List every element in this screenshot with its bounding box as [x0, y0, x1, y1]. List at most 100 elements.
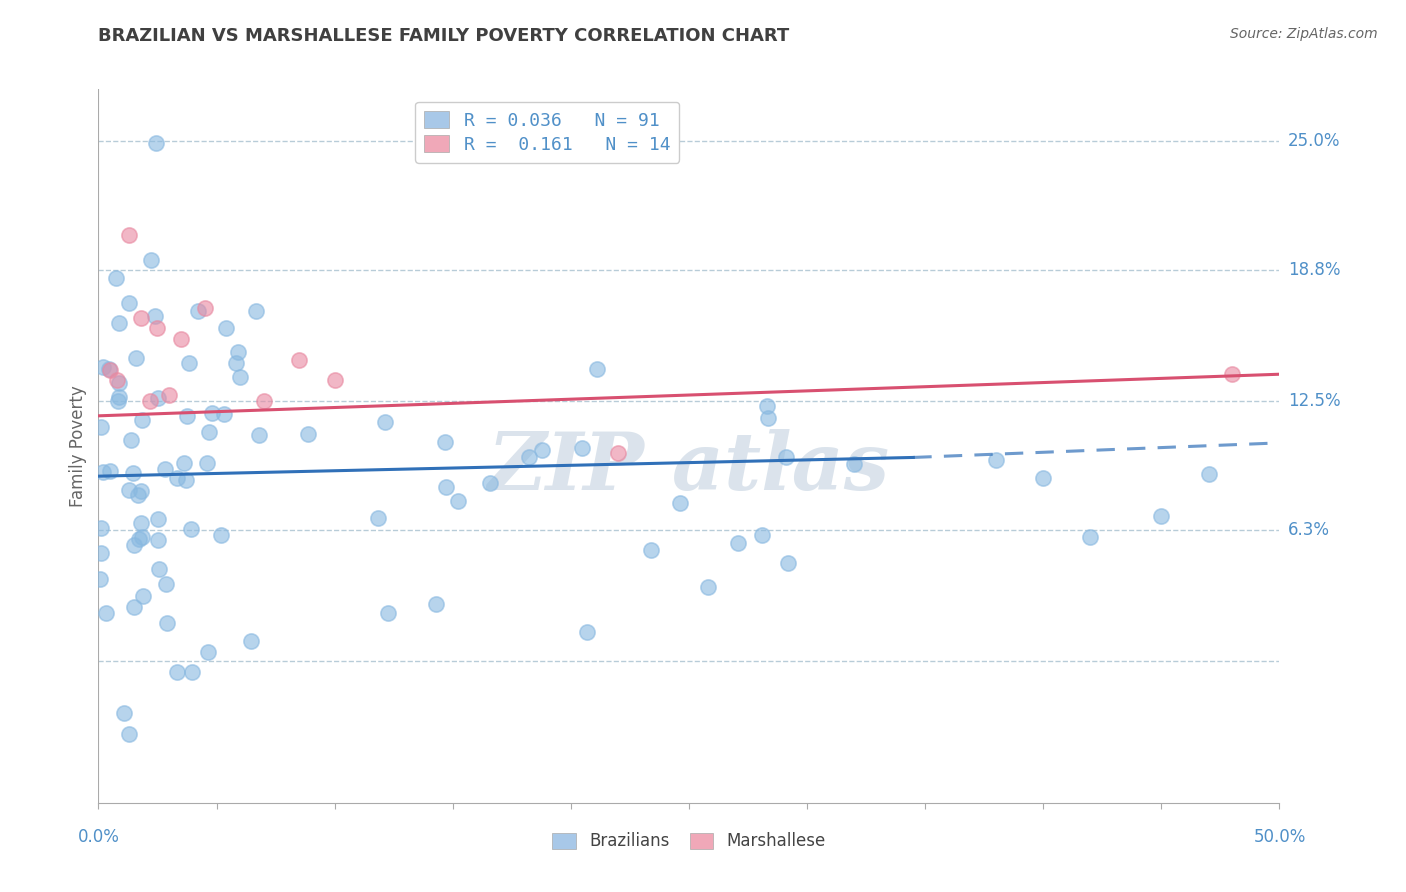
Point: [174, 473, 197, 487]
Point: [425, 598, 447, 612]
Point: [129, 516, 152, 531]
Point: [108, 390, 131, 404]
Point: [166, 471, 188, 485]
Point: [984, 452, 1007, 467]
Text: ZIP atlas: ZIP atlas: [488, 429, 890, 506]
Point: [200, 406, 222, 420]
Point: [530, 442, 553, 457]
Point: [107, 393, 129, 408]
Point: [1080, 529, 1102, 543]
Point: [148, 562, 170, 576]
Point: [756, 399, 779, 413]
Point: [1198, 467, 1220, 481]
Point: [118, 727, 141, 741]
Point: [433, 434, 456, 449]
Point: [131, 530, 153, 544]
Point: [215, 320, 238, 334]
Text: Source: ZipAtlas.com: Source: ZipAtlas.com: [1230, 27, 1378, 41]
Point: [98, 464, 121, 478]
Point: [108, 376, 131, 390]
Point: [447, 493, 470, 508]
Point: [166, 665, 188, 679]
Point: [1032, 471, 1054, 485]
Point: [776, 557, 799, 571]
Point: [155, 577, 177, 591]
Point: [517, 450, 540, 464]
Text: 12.5%: 12.5%: [1288, 392, 1340, 410]
Text: 25.0%: 25.0%: [1288, 132, 1340, 150]
Point: [367, 511, 389, 525]
Point: [1220, 368, 1243, 382]
Point: [434, 480, 457, 494]
Point: [122, 467, 145, 481]
Point: [607, 446, 630, 460]
Point: [696, 580, 718, 594]
Point: [669, 495, 692, 509]
Point: [195, 456, 218, 470]
Point: [1150, 508, 1173, 523]
Point: [194, 301, 217, 315]
Point: [571, 441, 593, 455]
Text: 0.0%: 0.0%: [77, 828, 120, 846]
Point: [297, 427, 319, 442]
Point: [253, 394, 276, 409]
Point: [209, 528, 232, 542]
Point: [129, 484, 152, 499]
Point: [146, 533, 169, 548]
Point: [756, 411, 779, 425]
Point: [775, 450, 797, 465]
Point: [125, 351, 148, 366]
Point: [181, 665, 204, 680]
Point: [117, 483, 139, 497]
Point: [98, 363, 121, 377]
Point: [132, 589, 155, 603]
Point: [93, 465, 115, 479]
Point: [122, 599, 145, 614]
Point: [131, 413, 153, 427]
Point: [240, 634, 263, 648]
Point: [377, 606, 399, 620]
Point: [105, 270, 128, 285]
Point: [157, 388, 180, 402]
Point: [173, 456, 195, 470]
Point: [129, 311, 152, 326]
Point: [225, 356, 247, 370]
Point: [586, 361, 609, 376]
Point: [478, 476, 501, 491]
Point: [105, 374, 128, 388]
Point: [128, 532, 150, 546]
Text: BRAZILIAN VS MARSHALLESE FAMILY POVERTY CORRELATION CHART: BRAZILIAN VS MARSHALLESE FAMILY POVERTY …: [98, 27, 790, 45]
Point: [187, 303, 209, 318]
Point: [176, 409, 198, 423]
Point: [197, 425, 219, 440]
Point: [122, 538, 145, 552]
Point: [156, 616, 179, 631]
Text: 50.0%: 50.0%: [1253, 828, 1306, 846]
Point: [640, 542, 662, 557]
Point: [90, 419, 112, 434]
Point: [90, 520, 112, 534]
Point: [98, 361, 121, 376]
Point: [118, 227, 141, 242]
Point: [229, 369, 252, 384]
Point: [108, 316, 131, 330]
Point: [179, 356, 201, 370]
Point: [197, 645, 219, 659]
Point: [153, 462, 176, 476]
Point: [170, 332, 193, 346]
Point: [127, 488, 149, 502]
Point: [727, 535, 749, 549]
Point: [288, 352, 311, 367]
Point: [212, 407, 235, 421]
Point: [89, 572, 111, 586]
Point: [139, 394, 162, 409]
Point: [90, 546, 112, 560]
Text: 18.8%: 18.8%: [1288, 261, 1340, 279]
Legend: Brazilians, Marshallese: Brazilians, Marshallese: [544, 824, 834, 859]
Point: [118, 295, 141, 310]
Point: [226, 345, 249, 359]
Y-axis label: Family Poverty: Family Poverty: [69, 385, 87, 507]
Point: [247, 427, 270, 442]
Point: [139, 252, 162, 267]
Point: [374, 416, 396, 430]
